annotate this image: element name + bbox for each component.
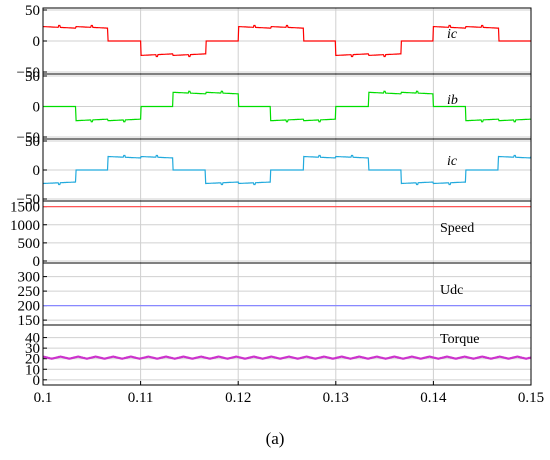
- xtick-label-1: 0.11: [128, 390, 154, 406]
- ytick-label-5-1: 30: [25, 341, 40, 357]
- xtick-label-3: 0.13: [323, 390, 349, 406]
- panel-frame-5: [42, 324, 532, 386]
- ytick-label-1-2: −50: [17, 130, 40, 146]
- xtick-label-2: 0.12: [225, 390, 251, 406]
- ytick-label-0-0: 50: [25, 3, 40, 19]
- panel-3: 1500 1000 500 0 Speed: [10, 200, 532, 270]
- ytick-label-5-0: 40: [25, 331, 40, 347]
- series-line-1: [43, 90, 531, 123]
- ytick-label-3-2: 500: [18, 236, 41, 252]
- series-line-2: [43, 154, 532, 186]
- figure-caption: (a): [266, 429, 285, 448]
- ytick-label-4-2: 200: [18, 299, 41, 315]
- ytick-label-3-3: 0: [33, 254, 41, 270]
- ytick-label-2-1: 0: [33, 163, 41, 179]
- xtick-label-4: 0.14: [420, 390, 447, 406]
- panel-label-2: ic: [447, 154, 458, 169]
- ytick-label-0-2: −50: [17, 65, 40, 81]
- ytick-label-1-1: 0: [33, 100, 41, 116]
- ytick-label-4-3: 150: [18, 313, 41, 329]
- panel-1: 50 0 −50 ib: [17, 69, 532, 146]
- ytick-label-0-1: 0: [33, 34, 41, 50]
- ytick-label-4-0: 300: [18, 270, 41, 286]
- panel-label-5: Torque: [440, 332, 479, 347]
- ytick-label-4-1: 250: [18, 284, 41, 300]
- ytick-label-1-0: 50: [25, 69, 40, 85]
- series-line-0: [43, 24, 531, 58]
- ytick-label-5-3: 10: [25, 362, 40, 378]
- ytick-label-3-1: 1000: [10, 218, 40, 234]
- panel-label-3: Speed: [440, 221, 474, 236]
- series-line-5: [42, 355, 532, 360]
- panel-2: 50 0 −50 ic: [17, 134, 532, 208]
- panel-label-4: Udc: [440, 283, 463, 298]
- ytick-label-5-2: 20: [25, 352, 40, 368]
- xtick-label-5: 0.15: [518, 390, 544, 406]
- ytick-label-5-4: 0: [33, 373, 41, 389]
- panel-label-1: ib: [447, 93, 458, 108]
- panel-label-0: ic: [447, 27, 458, 42]
- xtick-label-0: 0.1: [34, 390, 53, 406]
- ytick-label-2-0: 50: [25, 134, 40, 150]
- ytick-label-2-2: −50: [17, 192, 40, 208]
- panel-0: 50 0 −50 ic: [17, 3, 532, 81]
- ytick-label-3-0: 1500: [10, 200, 40, 216]
